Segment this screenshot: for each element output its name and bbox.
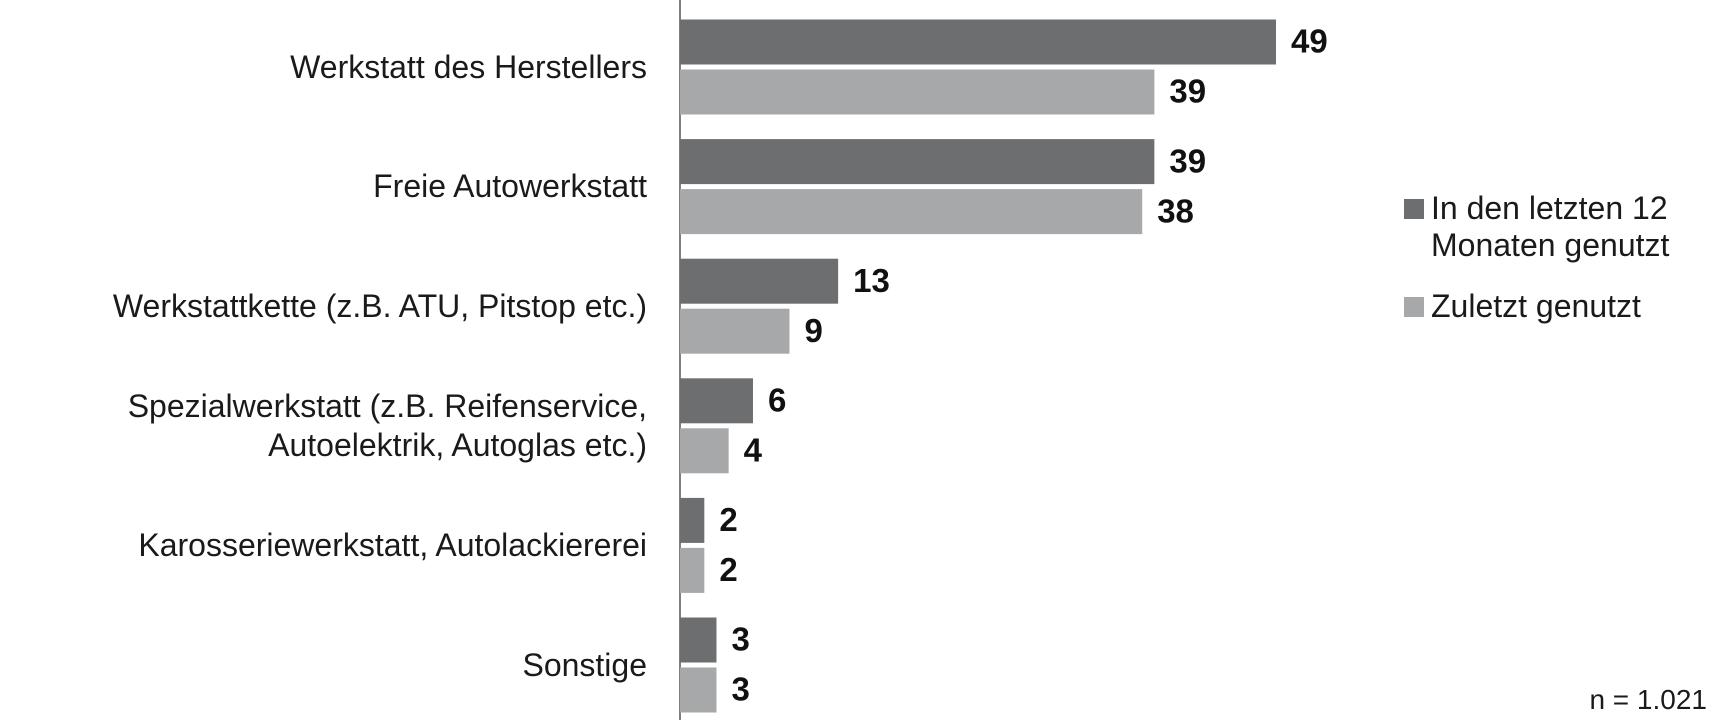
legend-swatch bbox=[1404, 297, 1424, 317]
bar bbox=[680, 19, 1276, 65]
value-label: 13 bbox=[853, 262, 890, 299]
bar bbox=[680, 428, 729, 474]
bar bbox=[680, 378, 753, 424]
category-label: Werkstatt des Herstellers bbox=[290, 48, 647, 85]
bar bbox=[680, 258, 839, 304]
legend-label: In den letzten 12 Monaten genutzt bbox=[1431, 190, 1670, 263]
bar bbox=[680, 69, 1155, 115]
category-label-box: Werkstattkette (z.B. ATU, Pitstop etc.) bbox=[0, 251, 647, 361]
value-label: 39 bbox=[1169, 142, 1206, 179]
category-label: Spezialwerkstatt (z.B. Reifenservice, Au… bbox=[127, 387, 647, 463]
bar bbox=[680, 497, 705, 543]
value-label: 2 bbox=[719, 551, 737, 588]
bar bbox=[680, 617, 717, 663]
category-label-box: Spezialwerkstatt (z.B. Reifenservice, Au… bbox=[0, 371, 647, 481]
legend-swatch bbox=[1404, 199, 1424, 219]
bar bbox=[680, 667, 717, 713]
category-label-box: Sonstige bbox=[0, 610, 647, 720]
value-label: 6 bbox=[768, 382, 786, 419]
category-label: Karosseriewerkstatt, Autolackiererei bbox=[138, 526, 647, 563]
value-label: 2 bbox=[719, 501, 737, 538]
category-label: Sonstige bbox=[522, 646, 647, 683]
category-label: Werkstattkette (z.B. ATU, Pitstop etc.) bbox=[112, 287, 647, 324]
legend-item: Zuletzt genutzt bbox=[1404, 288, 1716, 325]
bar bbox=[680, 547, 705, 593]
bar bbox=[680, 139, 1155, 185]
value-label: 49 bbox=[1291, 23, 1328, 60]
value-label: 38 bbox=[1157, 192, 1194, 229]
legend-item: In den letzten 12 Monaten genutzt bbox=[1404, 190, 1716, 264]
legend-label: Zuletzt genutzt bbox=[1431, 288, 1641, 324]
category-label-box: Freie Autowerkstatt bbox=[0, 132, 647, 242]
category-label-box: Karosseriewerkstatt, Autolackiererei bbox=[0, 490, 647, 600]
value-label: 4 bbox=[744, 432, 763, 469]
value-label: 9 bbox=[804, 312, 822, 349]
category-label-box: Werkstatt des Herstellers bbox=[0, 12, 647, 122]
value-label: 39 bbox=[1169, 73, 1206, 110]
bar bbox=[680, 189, 1143, 235]
value-label: 3 bbox=[731, 671, 749, 708]
value-label: 3 bbox=[731, 621, 749, 658]
sample-note: n = 1.021 bbox=[1589, 684, 1707, 715]
category-label: Freie Autowerkstatt bbox=[373, 168, 647, 205]
bar bbox=[680, 308, 790, 354]
